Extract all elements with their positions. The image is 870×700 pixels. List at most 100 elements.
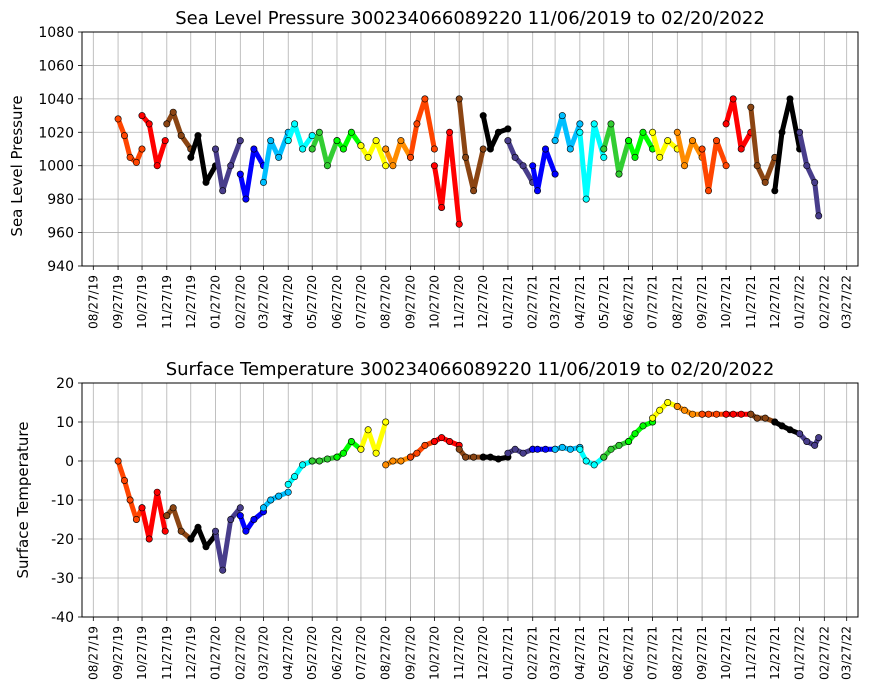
sst-data-point xyxy=(639,422,647,430)
slp-x-tick-label: 10/27/21 xyxy=(719,275,733,329)
slp-data-point xyxy=(114,115,122,123)
sst-series-line xyxy=(408,439,437,460)
sst-data-point xyxy=(704,410,712,418)
sst-series-line xyxy=(650,400,680,421)
slp-x-tick-label: 02/27/20 xyxy=(233,275,247,329)
slp-data-point xyxy=(753,162,761,170)
sst-data-point xyxy=(615,441,623,449)
sst-data-point xyxy=(382,418,390,426)
slp-data-point xyxy=(250,145,258,153)
sst-series-line xyxy=(164,505,194,542)
slp-data-point xyxy=(600,153,608,161)
slp-data-point xyxy=(259,178,267,186)
sst-data-point xyxy=(607,445,615,453)
sst-series-line xyxy=(601,439,632,460)
slp-data-point xyxy=(227,162,235,170)
sst-data-point xyxy=(698,410,706,418)
sst-data-point xyxy=(194,523,202,531)
sst-data-point xyxy=(333,453,341,461)
slp-data-point xyxy=(455,95,463,103)
slp-data-point xyxy=(339,145,347,153)
slp-data-point xyxy=(541,145,549,153)
sst-axes-frame xyxy=(81,382,859,618)
slp-series-line xyxy=(237,146,266,202)
slp-series-0 xyxy=(114,115,146,166)
sst-data-point xyxy=(242,527,250,535)
slp-data-point xyxy=(558,112,566,120)
sst-series-line xyxy=(748,411,778,425)
slp-series-3 xyxy=(187,132,220,186)
slp-data-point xyxy=(639,128,647,136)
sst-data-point xyxy=(169,504,177,512)
slp-series-line xyxy=(358,138,389,169)
sst-data-point xyxy=(680,406,688,414)
sst-series-line xyxy=(188,524,218,550)
sst-data-point xyxy=(722,410,730,418)
sst-plot-area: 08/27/19 09/27/19 10/27/19 11/27/19 12/27/19… xyxy=(51,376,859,680)
sst-series-28 xyxy=(796,430,823,449)
sst-x-tick-label: 01/27/21 xyxy=(501,626,515,680)
slp-data-point xyxy=(607,120,615,128)
slp-data-point xyxy=(504,137,512,145)
slp-axes-frame xyxy=(81,31,859,267)
slp-data-point xyxy=(551,137,559,145)
slp-data-point xyxy=(382,162,390,170)
slp-x-tick-label: 10/27/20 xyxy=(427,275,441,329)
sst-data-point xyxy=(656,406,664,414)
slp-data-point xyxy=(406,153,414,161)
sst-data-point xyxy=(631,430,639,438)
sst-x-tick-label: 02/27/22 xyxy=(817,626,831,680)
slp-series-15 xyxy=(479,112,512,153)
slp-data-point xyxy=(236,137,244,145)
sst-series-line xyxy=(577,446,607,468)
sst-data-point xyxy=(511,445,519,453)
sst-data-point xyxy=(600,453,608,461)
slp-series-13 xyxy=(430,128,463,228)
slp-series-line xyxy=(383,138,413,169)
slp-series-line xyxy=(261,129,291,185)
sst-y-tick-label: -20 xyxy=(51,532,74,548)
slp-data-point xyxy=(132,158,140,166)
sst-data-point xyxy=(566,445,574,453)
slp-data-point xyxy=(202,178,210,186)
sst-data-point xyxy=(747,410,755,418)
slp-data-point xyxy=(212,145,220,153)
sst-data-point xyxy=(486,453,494,461)
slp-data-point xyxy=(291,120,299,128)
slp-y-tick-label: 1040 xyxy=(38,92,74,108)
slp-data-point xyxy=(397,137,405,145)
sst-data-point xyxy=(421,441,429,449)
slp-data-point xyxy=(323,162,331,170)
slp-x-tick-label: 03/27/21 xyxy=(548,275,562,329)
sst-data-point xyxy=(803,437,811,445)
sst-x-tick-label: 11/27/21 xyxy=(744,626,758,680)
sst-y-tick-label: -10 xyxy=(51,493,74,509)
slp-data-point xyxy=(462,153,470,161)
slp-series-line xyxy=(480,113,511,152)
sst-series-line xyxy=(309,454,340,464)
slp-series-line xyxy=(674,129,705,169)
sst-x-tick-label: 04/27/20 xyxy=(281,626,295,680)
sst-series-13 xyxy=(430,434,463,449)
sst-y-tick-label: -40 xyxy=(51,610,74,626)
slp-x-tick-label: 03/27/22 xyxy=(840,275,854,329)
sst-x-tick-label: 09/27/19 xyxy=(111,626,125,680)
sst-data-point xyxy=(796,430,804,438)
slp-data-point xyxy=(664,137,672,145)
slp-series-26 xyxy=(747,103,779,186)
sst-data-point xyxy=(786,426,794,434)
slp-data-point xyxy=(698,145,706,153)
slp-data-point xyxy=(729,95,737,103)
slp-x-tick-label: 06/27/20 xyxy=(330,275,344,329)
sst-data-point xyxy=(153,488,161,496)
sst-data-point xyxy=(212,527,220,535)
slp-data-point xyxy=(177,132,185,140)
slp-data-point xyxy=(299,145,307,153)
sst-data-point xyxy=(389,457,397,465)
slp-data-point xyxy=(455,220,463,228)
slp-data-point xyxy=(649,128,657,136)
slp-data-point xyxy=(315,128,323,136)
sst-data-point xyxy=(406,453,414,461)
slp-data-point xyxy=(479,145,487,153)
slp-data-point xyxy=(761,178,769,186)
